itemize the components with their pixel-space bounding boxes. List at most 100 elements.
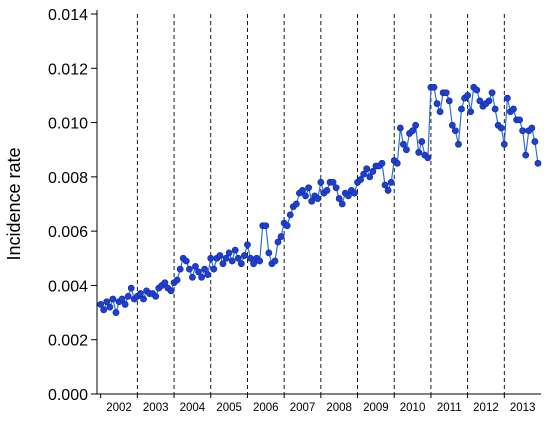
x-tick-label-2012: 2012 xyxy=(473,402,499,414)
data-point xyxy=(271,257,279,265)
y-axis-title: Incidence rate xyxy=(4,147,24,260)
data-point xyxy=(430,83,438,91)
data-point xyxy=(387,178,395,186)
data-point xyxy=(467,108,475,116)
data-point xyxy=(185,265,193,273)
data-point xyxy=(323,187,331,194)
data-point xyxy=(409,127,416,135)
y-axis: 0.000 0.002 0.004 0.006 0.008 0.010 0.012 0.014 xyxy=(48,7,98,404)
y-tick-label: 0.004 xyxy=(48,278,88,295)
data-point xyxy=(329,178,337,186)
data-point xyxy=(231,246,239,254)
data-point xyxy=(531,138,539,145)
x-tick-label-2009: 2009 xyxy=(363,402,389,414)
data-point xyxy=(292,200,300,208)
data-point xyxy=(204,271,212,278)
data-point xyxy=(455,140,462,148)
data-point xyxy=(332,184,340,192)
data-point xyxy=(464,92,472,99)
data-point xyxy=(488,89,496,97)
data-point xyxy=(127,284,135,292)
data-point xyxy=(399,140,407,148)
data-point xyxy=(189,273,196,281)
data-point xyxy=(424,154,432,162)
data-point xyxy=(103,298,111,306)
data-point xyxy=(228,257,236,265)
x-tick-label-2010: 2010 xyxy=(400,402,426,414)
data-point xyxy=(317,178,325,186)
x-tick-label-2013: 2013 xyxy=(510,402,536,414)
data-point xyxy=(338,200,346,208)
data-point xyxy=(510,105,517,113)
data-point xyxy=(335,195,343,202)
data-point xyxy=(497,124,505,132)
y-tick-label: 0.012 xyxy=(48,61,88,78)
year-dividers xyxy=(136,14,505,394)
data-point xyxy=(418,138,426,145)
data-point xyxy=(528,124,536,132)
data-point xyxy=(244,241,251,249)
data-point xyxy=(491,105,499,113)
x-tick-label-2003: 2003 xyxy=(143,402,169,414)
data-point xyxy=(161,279,169,287)
data-point xyxy=(277,233,285,240)
y-tick-label: 0.010 xyxy=(48,116,88,133)
data-point xyxy=(222,254,230,262)
data-point xyxy=(234,254,242,262)
data-point xyxy=(442,89,450,97)
data-point xyxy=(299,187,306,194)
data-point xyxy=(369,168,377,175)
data-point xyxy=(118,295,126,303)
data-point xyxy=(265,249,273,257)
data-point xyxy=(366,173,374,181)
data-point xyxy=(476,97,484,105)
data-point xyxy=(286,211,294,219)
data-point xyxy=(305,184,313,192)
data-point xyxy=(237,260,245,268)
data-point xyxy=(415,149,423,156)
data-point xyxy=(182,257,190,265)
data-point xyxy=(308,197,316,205)
data-point xyxy=(106,303,114,311)
x-tick-label-2008: 2008 xyxy=(326,402,352,414)
data-point xyxy=(534,159,542,167)
data-point xyxy=(458,105,465,113)
data-point xyxy=(485,97,493,105)
data-point xyxy=(97,301,105,308)
data-point xyxy=(473,86,481,94)
data-point xyxy=(262,222,270,230)
data-point xyxy=(445,97,453,105)
data-point xyxy=(522,151,530,159)
y-tick-label: 0.002 xyxy=(48,333,88,350)
x-tick-label-2005: 2005 xyxy=(216,402,242,414)
data-point xyxy=(351,189,358,197)
data-point xyxy=(302,192,309,200)
data-point xyxy=(360,170,368,178)
data-point xyxy=(152,292,160,300)
data-point xyxy=(140,295,147,303)
data-point xyxy=(167,287,175,295)
x-tick-label-2007: 2007 xyxy=(290,402,316,414)
data-point xyxy=(176,265,184,273)
data-point xyxy=(314,195,322,202)
data-point xyxy=(137,290,144,297)
x-tick-label-2002: 2002 xyxy=(106,402,132,414)
x-axis: 2002 2003 2004 2005 2006 2007 2008 2009 2010 2011… xyxy=(97,393,541,414)
data-point xyxy=(344,192,352,200)
data-point xyxy=(451,127,459,135)
data-point xyxy=(201,265,209,273)
data-point xyxy=(210,265,218,273)
data-point xyxy=(500,140,508,148)
data-point xyxy=(225,249,233,257)
data-point xyxy=(216,252,224,259)
data-point xyxy=(241,252,248,259)
data-point xyxy=(173,276,181,284)
data-point xyxy=(124,292,132,300)
data-point xyxy=(192,263,199,270)
y-tick-label: 0.008 xyxy=(48,170,88,187)
data-points xyxy=(97,83,542,316)
data-point xyxy=(384,187,392,194)
x-tick-label-2006: 2006 xyxy=(253,402,279,414)
data-point xyxy=(436,108,444,116)
